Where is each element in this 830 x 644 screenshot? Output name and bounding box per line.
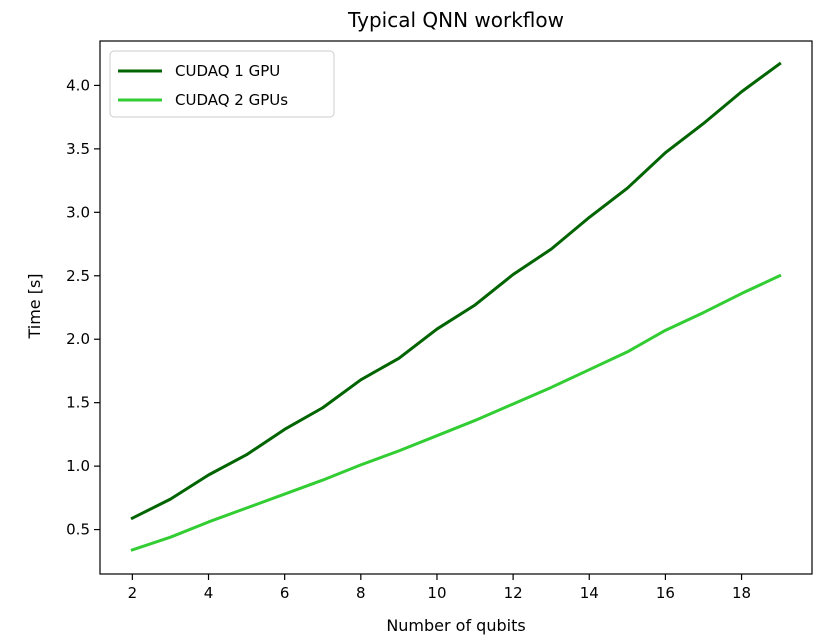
series-line-1 <box>130 61 782 521</box>
x-tick-label: 16 <box>656 584 675 602</box>
x-tick-label: 2 <box>128 584 138 602</box>
axes-frame <box>99 40 813 575</box>
x-tick-label: 10 <box>427 584 446 602</box>
y-tick-label: 3.5 <box>66 140 90 158</box>
x-tick-label: 4 <box>204 584 214 602</box>
x-axis-ticks: 2 4 6 8 10 12 14 16 18 <box>128 574 751 602</box>
x-tick-label: 12 <box>504 584 523 602</box>
plot-border <box>99 40 813 575</box>
y-tick-label: 1.5 <box>66 394 90 412</box>
plot-lines <box>130 61 782 552</box>
x-tick-label: 8 <box>356 584 366 602</box>
y-tick-label: 2.0 <box>66 330 90 348</box>
legend-box <box>109 50 335 118</box>
x-tick-label: 14 <box>580 584 599 602</box>
legend-label-2: CUDAQ 2 GPUs <box>175 91 288 109</box>
y-axis-ticks: 0.5 1.0 1.5 2.0 2.5 3.0 3.5 4.0 <box>66 76 100 539</box>
y-tick-label: 2.5 <box>66 267 90 285</box>
x-tick-label: 18 <box>732 584 751 602</box>
y-tick-label: 0.5 <box>66 521 90 539</box>
x-tick-label: 6 <box>280 584 290 602</box>
series-line-2 <box>130 273 782 552</box>
y-axis-label: Time [s] <box>25 273 44 339</box>
y-tick-label: 4.0 <box>66 76 90 94</box>
y-tick-label: 1.0 <box>66 457 90 475</box>
chart-title: Typical QNN workflow <box>347 8 564 32</box>
y-tick-label: 3.0 <box>66 203 90 221</box>
x-axis-label: Number of qubits <box>386 616 525 635</box>
legend-label-1: CUDAQ 1 GPU <box>175 62 280 80</box>
legend: CUDAQ 1 GPU CUDAQ 2 GPUs <box>109 50 335 118</box>
